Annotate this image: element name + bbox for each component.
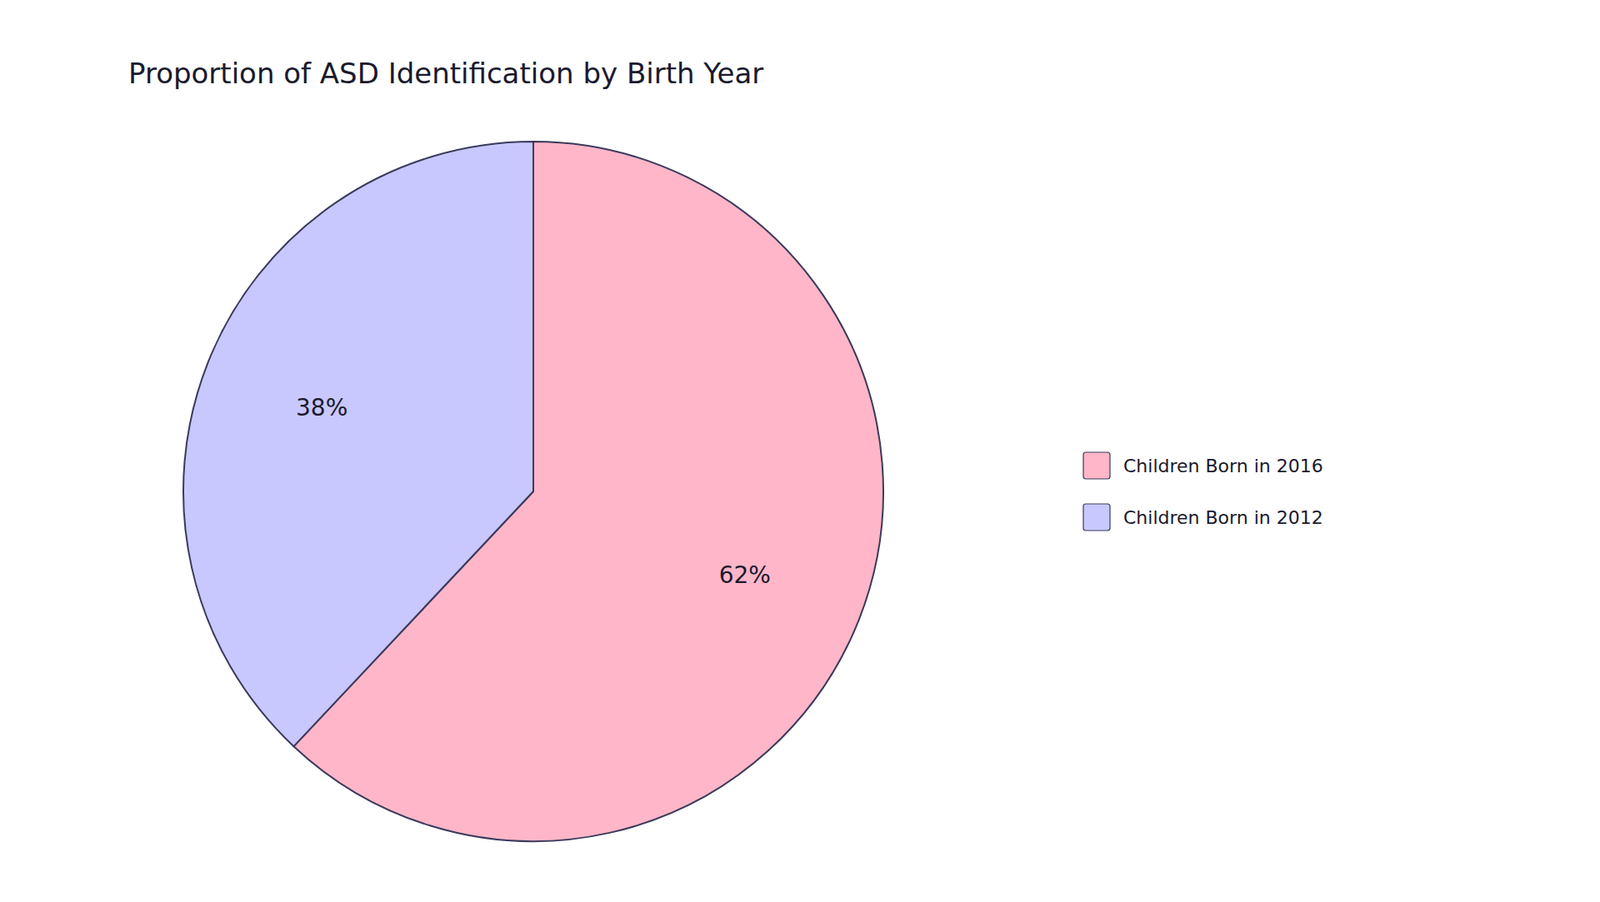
chart-title: Proportion of ASD Identification by Birt… (128, 56, 764, 90)
legend-swatch (1083, 504, 1110, 531)
data-labels: 62% 38% (295, 394, 771, 590)
background (0, 0, 1600, 902)
pie-slice (183, 141, 534, 747)
legend-swatch (1083, 452, 1110, 480)
chart-svg: Proportion of ASD Identification by Birt… (0, 0, 1600, 902)
pie (183, 141, 884, 842)
data-label: 62% (719, 561, 771, 590)
legend: Children Born in 2016 Children Born in 20… (1083, 452, 1324, 531)
chart-container: Proportion of ASD Identification by Birt… (0, 0, 1600, 902)
legend-label: Children Born in 2016 (1123, 455, 1324, 477)
legend-label: Children Born in 2012 (1123, 507, 1324, 529)
data-label: 38% (295, 394, 348, 422)
